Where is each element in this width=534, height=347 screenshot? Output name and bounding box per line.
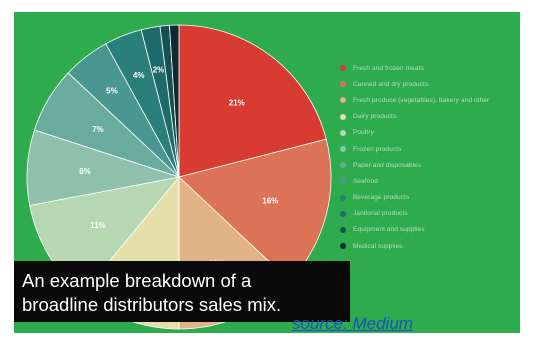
legend-swatch — [340, 210, 346, 217]
legend-label: Poultry — [353, 129, 374, 137]
slice-label-5: 8% — [79, 167, 91, 176]
legend-item: Paper and disposables — [340, 157, 489, 173]
legend-item: Poultry — [340, 125, 489, 141]
legend-swatch — [340, 129, 346, 136]
legend-item: Canned and dry products — [340, 76, 489, 92]
legend-item: Fresh and frozen meats — [340, 60, 489, 76]
legend-swatch — [340, 162, 346, 169]
legend-item: Janitorial products — [340, 206, 489, 222]
slice-label-8: 4% — [133, 71, 145, 80]
legend-label: Janitorial products — [353, 210, 408, 218]
legend-label: Medical supplies — [353, 242, 403, 250]
legend-label: Equipment and supplies — [353, 226, 425, 234]
legend-swatch — [340, 226, 346, 233]
legend-label: Seafood — [353, 177, 378, 185]
legend-item: Frozen products — [340, 141, 489, 157]
legend-swatch — [340, 194, 346, 201]
legend-item: Medical supplies — [340, 238, 489, 254]
legend: Fresh and frozen meats Canned and dry pro… — [340, 60, 489, 254]
slice-label-9: 2% — [153, 65, 165, 74]
legend-item: Equipment and supplies — [340, 222, 489, 238]
caption-box: An example breakdown of a broadline dist… — [14, 261, 350, 322]
legend-label: Frozen products — [353, 145, 402, 153]
legend-label: Dairy products — [353, 113, 397, 121]
legend-swatch — [340, 243, 346, 250]
slice-label-4: 11% — [90, 221, 106, 230]
legend-swatch — [340, 65, 346, 72]
legend-item: Fresh produce (vegetables), bakery and o… — [340, 92, 489, 108]
caption-line-1: An example breakdown of a — [22, 270, 252, 291]
pie-chart: 21%16%13%11%11%8%7%5%4%2% — [26, 24, 332, 330]
legend-label: Fresh and frozen meats — [353, 64, 424, 72]
legend-swatch — [340, 146, 346, 153]
legend-swatch — [340, 178, 346, 185]
chart-panel: 21%16%13%11%11%8%7%5%4%2% Fresh and froz… — [14, 12, 520, 333]
legend-label: Beverage products — [353, 194, 410, 202]
slice-label-1: 16% — [262, 196, 278, 205]
pie-slice-11 — [169, 24, 180, 178]
legend-swatch — [340, 113, 346, 120]
legend-label: Canned and dry products — [353, 80, 429, 88]
legend-label: Paper and disposables — [353, 161, 422, 169]
legend-label: Fresh produce (vegetables), bakery and o… — [353, 96, 490, 104]
source-link[interactable]: source: Medium — [292, 314, 413, 333]
slice-label-7: 5% — [106, 87, 118, 96]
caption-line-2: broadline distributors sales mix. — [22, 294, 282, 315]
legend-swatch — [340, 81, 346, 88]
legend-swatch — [340, 97, 346, 104]
slice-label-6: 7% — [92, 125, 104, 134]
slice-label-0: 21% — [229, 99, 245, 108]
legend-item: Beverage products — [340, 190, 489, 206]
legend-item: Seafood — [340, 173, 489, 189]
legend-item: Dairy products — [340, 109, 489, 125]
pie-slice-0 — [178, 24, 327, 178]
